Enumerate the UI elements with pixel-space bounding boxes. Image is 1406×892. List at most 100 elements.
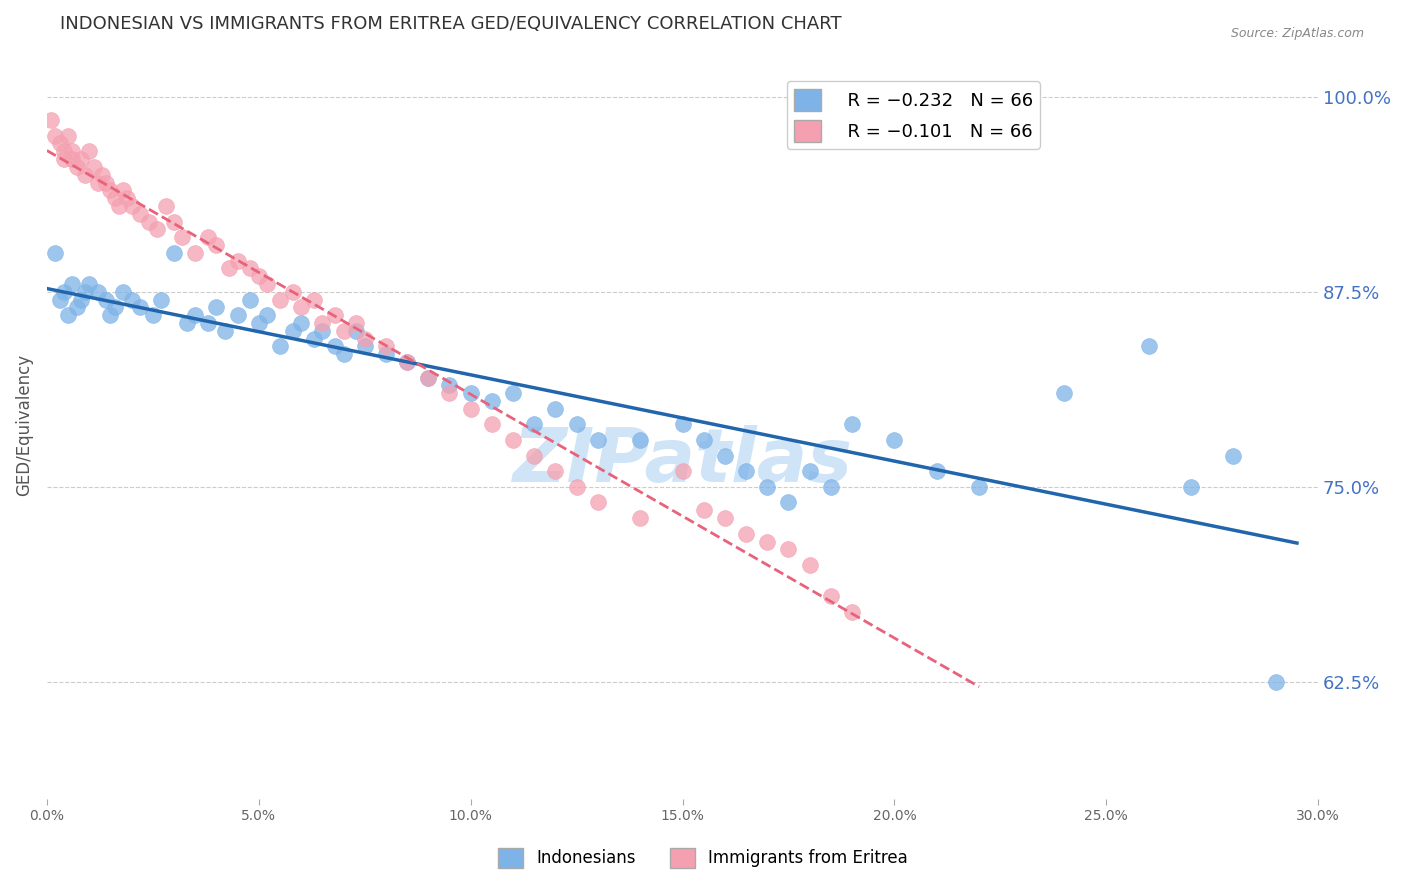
Point	[117, 191, 139, 205]
Point	[197, 230, 219, 244]
Point	[671, 417, 693, 432]
Point	[756, 534, 779, 549]
Point	[60, 152, 83, 166]
Point	[184, 308, 207, 322]
Point	[281, 285, 304, 299]
Point	[104, 301, 127, 315]
Point	[396, 355, 419, 369]
Point	[323, 308, 346, 322]
Point	[256, 277, 278, 291]
Point	[925, 464, 948, 478]
Point	[69, 293, 91, 307]
Point	[39, 113, 62, 128]
Point	[799, 558, 821, 572]
Point	[52, 285, 75, 299]
Point	[247, 316, 270, 330]
Point	[502, 433, 524, 447]
Point	[778, 495, 800, 509]
Point	[778, 542, 800, 557]
Point	[714, 449, 737, 463]
Point	[56, 128, 79, 143]
Point	[52, 152, 75, 166]
Point	[96, 293, 118, 307]
Point	[73, 168, 96, 182]
Point	[214, 324, 236, 338]
Point	[112, 285, 135, 299]
Point	[121, 293, 143, 307]
Point	[52, 145, 75, 159]
Point	[226, 308, 249, 322]
Point	[112, 183, 135, 197]
Point	[290, 301, 312, 315]
Point	[83, 160, 105, 174]
Text: Source: ZipAtlas.com: Source: ZipAtlas.com	[1230, 27, 1364, 40]
Point	[226, 253, 249, 268]
Point	[418, 370, 440, 384]
Y-axis label: GED/Equivalency: GED/Equivalency	[15, 353, 32, 496]
Point	[269, 339, 291, 353]
Point	[87, 285, 110, 299]
Point	[163, 245, 186, 260]
Point	[87, 176, 110, 190]
Point	[142, 308, 165, 322]
Point	[146, 222, 169, 236]
Point	[523, 417, 546, 432]
Point	[439, 386, 461, 401]
Point	[60, 145, 83, 159]
Point	[184, 245, 207, 260]
Point	[628, 433, 651, 447]
Point	[565, 480, 588, 494]
Text: ZIPatlas: ZIPatlas	[513, 425, 852, 499]
Point	[841, 417, 863, 432]
Point	[565, 417, 588, 432]
Point	[176, 316, 198, 330]
Point	[91, 168, 114, 182]
Point	[163, 214, 186, 228]
Point	[60, 277, 83, 291]
Point	[820, 480, 842, 494]
Point	[374, 339, 396, 353]
Point	[735, 464, 758, 478]
Point	[544, 401, 567, 416]
Point	[1137, 339, 1160, 353]
Point	[841, 605, 863, 619]
Point	[671, 464, 693, 478]
Point	[692, 433, 714, 447]
Point	[247, 269, 270, 284]
Point	[586, 495, 609, 509]
Point	[290, 316, 312, 330]
Point	[302, 332, 325, 346]
Point	[481, 394, 503, 409]
Point	[418, 370, 440, 384]
Point	[69, 152, 91, 166]
Point	[332, 324, 354, 338]
Point	[129, 207, 152, 221]
Point	[121, 199, 143, 213]
Point	[439, 378, 461, 392]
Point	[967, 480, 990, 494]
Text: INDONESIAN VS IMMIGRANTS FROM ERITREA GED/EQUIVALENCY CORRELATION CHART: INDONESIAN VS IMMIGRANTS FROM ERITREA GE…	[59, 15, 841, 33]
Point	[155, 199, 177, 213]
Point	[714, 511, 737, 525]
Point	[172, 230, 194, 244]
Point	[218, 261, 240, 276]
Point	[150, 293, 173, 307]
Point	[197, 316, 219, 330]
Point	[138, 214, 160, 228]
Point	[460, 401, 482, 416]
Point	[323, 339, 346, 353]
Point	[396, 355, 419, 369]
Point	[756, 480, 779, 494]
Point	[302, 293, 325, 307]
Point	[481, 417, 503, 432]
Point	[281, 324, 304, 338]
Point	[100, 308, 122, 322]
Point	[205, 238, 228, 252]
Point	[205, 301, 228, 315]
Point	[1180, 480, 1202, 494]
Point	[883, 433, 905, 447]
Point	[108, 199, 131, 213]
Point	[65, 301, 87, 315]
Point	[353, 332, 375, 346]
Point	[311, 316, 333, 330]
